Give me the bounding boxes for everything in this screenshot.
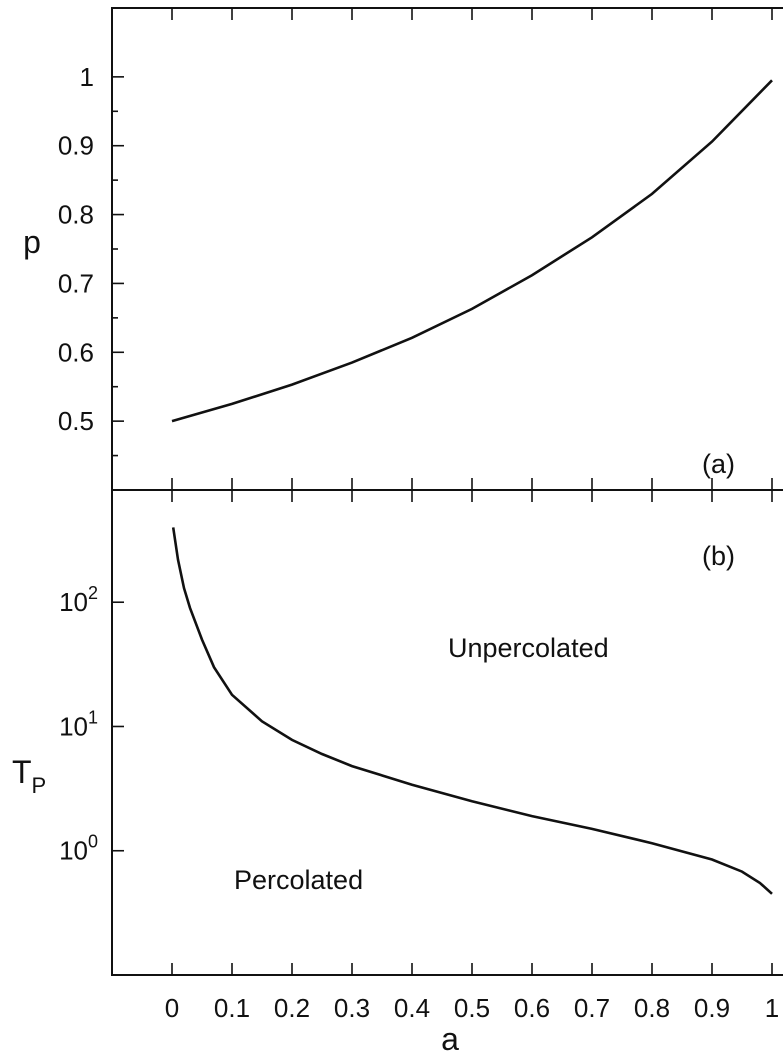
panel-b-x-tick-label: 0 — [165, 993, 179, 1023]
panel-b-y-tick-label: 100 — [59, 832, 98, 866]
panel-b-x-tick-label: 1 — [765, 993, 779, 1023]
panel-b-y-tick-label: 102 — [59, 583, 98, 617]
panel-a-y-tick-label: 0.9 — [58, 131, 94, 161]
panel-a-curve — [171, 79, 773, 423]
panel-b-xlabel: a — [441, 1021, 459, 1057]
panel-b-y-tick-exp: 1 — [88, 707, 98, 727]
panel-b-x-tick-label: 0.6 — [514, 993, 550, 1023]
panel-b-ticks — [112, 490, 773, 975]
panel-b-x-tick-label: 0.4 — [394, 993, 430, 1023]
region-label-unpercolated: Unpercolated — [448, 633, 609, 663]
panel-b-x-tick-label: 0.2 — [274, 993, 310, 1023]
panel-a-y-tick-labels: 0.5 0.6 0.7 0.8 0.9 1 — [58, 62, 94, 436]
panel-a-y-tick-label: 0.5 — [58, 406, 94, 436]
panel-a-y-tick-label: 0.7 — [58, 268, 94, 298]
panel-b-y-tick-exp: 0 — [88, 832, 98, 852]
panel-b-y-tick-label: 101 — [59, 707, 98, 741]
panel-b-y-tick-base: 10 — [59, 711, 88, 741]
panel-b-x-tick-label: 0.5 — [454, 993, 490, 1023]
panel-b-x-tick-labels: 0 0.1 0.2 0.3 0.4 0.5 0.6 0.7 0.8 0.9 1 — [165, 993, 779, 1023]
panel-a-label: (a) — [702, 449, 735, 479]
panel-b-ylabel-sub: P — [32, 773, 47, 798]
panel-a-y-tick-label: 1 — [80, 62, 94, 92]
panel-b-x-tick-label: 0.8 — [634, 993, 670, 1023]
panel-a-y-tick-label: 0.8 — [58, 200, 94, 230]
panel-b-ylabel-main: T — [12, 754, 32, 790]
panel-b-x-tick-label: 0.1 — [214, 993, 250, 1023]
panel-b-label: (b) — [702, 541, 735, 571]
panel-b-y-tick-base: 10 — [59, 836, 88, 866]
panel-a-ylabel: p — [23, 224, 41, 260]
panel-b-curve — [171, 527, 773, 895]
panel-a-y-tick-label: 0.6 — [58, 337, 94, 367]
panel-b-y-tick-base: 10 — [59, 587, 88, 617]
panel-b-y-tick-exp: 2 — [88, 583, 98, 603]
panel-b-ylabel: TP — [12, 754, 46, 798]
panel-a: 0.5 0.6 0.7 0.8 0.9 1 p (a) — [23, 7, 783, 491]
panel-b-x-tick-label: 0.7 — [574, 993, 610, 1023]
panel-a-ticks — [112, 8, 773, 490]
panel-b-x-tick-label: 0.3 — [334, 993, 370, 1023]
region-label-percolated: Percolated — [234, 865, 363, 895]
panel-a-frame — [111, 7, 783, 491]
panel-b-frame — [111, 489, 783, 976]
panel-b-x-tick-label: 0.9 — [694, 993, 730, 1023]
